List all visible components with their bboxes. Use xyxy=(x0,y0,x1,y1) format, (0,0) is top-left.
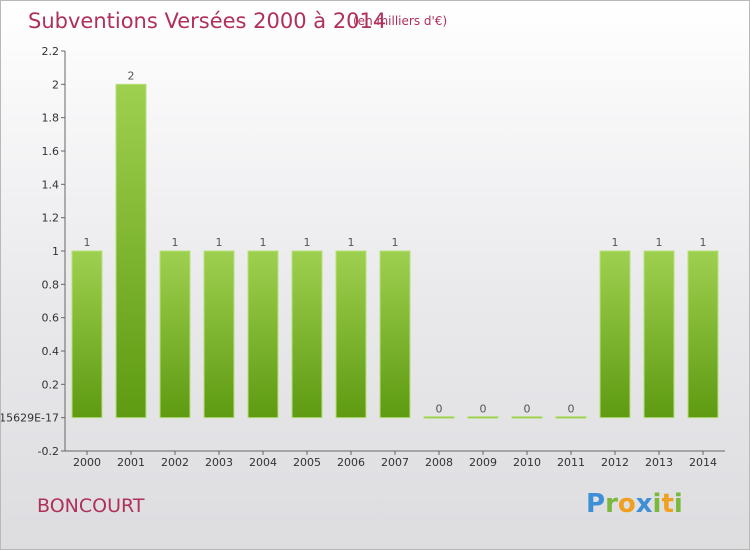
x-tick-label: 2007 xyxy=(381,456,409,469)
x-tick-label: 2012 xyxy=(601,456,629,469)
data-labels: 1 2 1 1 1 1 1 1 0 0 0 0 1 1 1 xyxy=(84,69,707,415)
data-label: 1 xyxy=(656,236,663,249)
data-label: 1 xyxy=(348,236,355,249)
y-tick-label: 1.4 xyxy=(42,178,60,191)
axes: -0.2 -1.15629E-17 0.2 0.4 0.6 0.8 1 1.2 1.4 1.6 1.… xyxy=(1,45,725,469)
x-tick-label: 2006 xyxy=(337,456,365,469)
x-tick-label: 2003 xyxy=(205,456,233,469)
chart-subtitle: (en milliers d'€) xyxy=(353,14,448,28)
logo-letter: r xyxy=(605,489,618,519)
data-label: 1 xyxy=(304,236,311,249)
logo-letter: t xyxy=(661,489,674,519)
x-tick-label: 2013 xyxy=(645,456,673,469)
x-tick-label: 2010 xyxy=(513,456,541,469)
x-tick-label: 2004 xyxy=(249,456,277,469)
y-tick-label: -1.15629E-17 xyxy=(1,412,59,425)
x-tick-label: 2005 xyxy=(293,456,321,469)
bar-2001 xyxy=(115,83,147,419)
bar-2006 xyxy=(335,250,367,419)
bar-2007 xyxy=(379,250,411,419)
data-label: 0 xyxy=(568,403,575,416)
x-tick-label: 2000 xyxy=(73,456,101,469)
y-tick-label: 0.6 xyxy=(42,312,60,325)
location-name: BONCOURT xyxy=(37,495,145,517)
y-tick-label: 0.8 xyxy=(42,278,60,291)
data-label: 0 xyxy=(436,403,443,416)
bars xyxy=(71,83,719,419)
x-tick-label: 2001 xyxy=(117,456,145,469)
data-label: 0 xyxy=(480,403,487,416)
bar-2008 xyxy=(423,416,455,419)
y-tick-label: -0.2 xyxy=(38,445,59,458)
x-tick-label: 2014 xyxy=(689,456,717,469)
bar-2014 xyxy=(687,250,719,419)
y-tick-label: 2 xyxy=(52,78,59,91)
y-tick-label: 0.4 xyxy=(42,345,60,358)
bar-2005 xyxy=(291,250,323,419)
bar-2004 xyxy=(247,250,279,419)
logo-letter: i xyxy=(652,489,662,519)
y-tick-label: 1 xyxy=(52,245,59,258)
x-tick-label: 2002 xyxy=(161,456,189,469)
bar-2013 xyxy=(643,250,675,419)
data-label: 1 xyxy=(700,236,707,249)
bar-2002 xyxy=(159,250,191,419)
data-label: 1 xyxy=(216,236,223,249)
bar-2011 xyxy=(555,416,587,419)
data-label: 1 xyxy=(260,236,267,249)
logo-letter: P xyxy=(586,489,606,519)
y-tick-label: 1.8 xyxy=(42,112,60,125)
data-label: 1 xyxy=(612,236,619,249)
logo-letter: i xyxy=(673,489,683,519)
bar-2003 xyxy=(203,250,235,419)
data-label: 2 xyxy=(128,69,135,82)
data-label: 0 xyxy=(524,403,531,416)
chart-title: Subventions Versées 2000 à 2014 xyxy=(28,9,387,33)
y-tick-label: 0.2 xyxy=(42,378,60,391)
data-label: 1 xyxy=(172,236,179,249)
y-tick-label: 2.2 xyxy=(42,45,60,58)
data-label: 1 xyxy=(392,236,399,249)
x-tick-label: 2008 xyxy=(425,456,453,469)
bar-2009 xyxy=(467,416,499,419)
x-tick-label: 2009 xyxy=(469,456,497,469)
logo-letter: o xyxy=(617,489,636,519)
bar-2010 xyxy=(511,416,543,419)
y-tick-label: 1.6 xyxy=(42,145,60,158)
y-tick-label: 1.2 xyxy=(42,212,60,225)
proxiti-logo[interactable]: Proxiti xyxy=(586,489,683,519)
x-tick-label: 2011 xyxy=(557,456,585,469)
bar-2000 xyxy=(71,250,103,419)
data-label: 1 xyxy=(84,236,91,249)
logo-letter: x xyxy=(635,489,653,519)
bar-2012 xyxy=(599,250,631,419)
